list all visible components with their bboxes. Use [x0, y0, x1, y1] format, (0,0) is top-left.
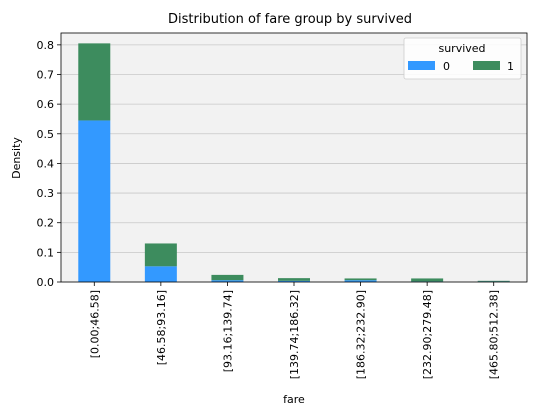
bar-series-1-0: [78, 43, 111, 121]
bar-series-1-5: [411, 278, 444, 282]
x-tick-label: [0.00;46.58]: [88, 290, 101, 358]
x-axis-label: fare: [283, 393, 305, 406]
x-tick-label: [93.16;139.74]: [221, 290, 234, 372]
legend-label-0: 0: [443, 60, 450, 73]
x-tick-label: [46.58;93.16]: [155, 290, 168, 365]
chart-title: Distribution of fare group by survived: [168, 12, 412, 27]
bar-series-1-2: [211, 274, 244, 281]
bar-series-1-4: [344, 278, 377, 281]
x-tick-label: [232.90;279.48]: [421, 290, 434, 379]
legend-label-1: 1: [507, 60, 514, 73]
bars: [78, 43, 510, 282]
x-tick-label: [465.80;512.38]: [488, 290, 501, 379]
y-axis-label: Density: [10, 137, 23, 179]
y-tick-label: 0.2: [37, 217, 55, 230]
y-tick-label: 0.4: [37, 157, 55, 170]
bar-series-0-2: [211, 280, 244, 282]
bar-series-1-1: [144, 243, 177, 267]
legend-swatch-0: [408, 61, 435, 70]
y-tick-label: 0.5: [37, 128, 55, 141]
legend-swatch-1: [473, 61, 500, 70]
y-tick-label: 0.1: [37, 246, 55, 259]
bar-series-0-4: [344, 280, 377, 282]
bar-series-0-1: [144, 266, 177, 282]
y-axis: 0.0 0.1 0.2 0.3 0.4 0.5 0.6 0.7 0.8: [37, 39, 61, 289]
bar-series-0-3: [278, 280, 310, 282]
x-tick-label: [139.74;186.32]: [288, 290, 301, 379]
x-tick-label: [186.32;232.90]: [355, 290, 368, 379]
y-tick-label: 0.0: [37, 276, 55, 289]
bar-series-1-3: [278, 278, 310, 281]
legend: survived 0 1: [403, 37, 522, 80]
y-tick-label: 0.7: [37, 69, 55, 82]
y-tick-label: 0.8: [37, 39, 55, 52]
legend-title: survived: [438, 42, 485, 55]
bar-series-0-0: [78, 120, 111, 282]
y-tick-label: 0.6: [37, 98, 55, 111]
x-axis: [0.00;46.58] [46.58;93.16] [93.16;139.74] […: [88, 282, 501, 379]
bar-series-1-6: [477, 280, 510, 282]
y-tick-label: 0.3: [37, 187, 55, 200]
